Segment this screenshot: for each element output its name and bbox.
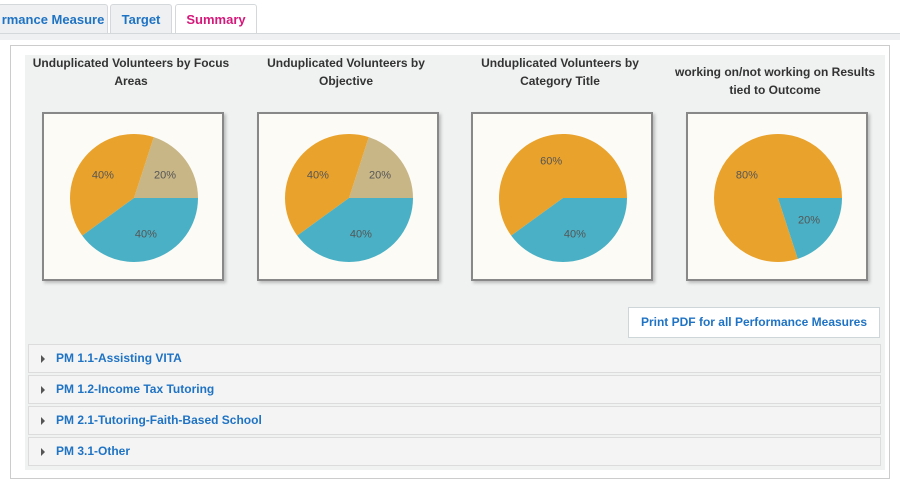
pie-slice — [714, 133, 842, 262]
slice-label: 20% — [369, 169, 391, 181]
pie-slice — [82, 198, 198, 262]
pie-slice — [134, 137, 198, 198]
chart-box: 20% 40% 40% — [42, 112, 224, 281]
section-title: PM 3.1-Other — [56, 444, 131, 458]
chart-title: Unduplicated Volunteers by Objective — [267, 56, 425, 88]
chart-title: Unduplicated Volunteers by Focus Areas — [32, 56, 230, 88]
section-title: PM 1.2-Income Tax Tutoring — [56, 382, 215, 396]
chart-box: 80% 20% — [686, 112, 868, 281]
accordion-row[interactable]: PM 1.1-Assisting VITA — [28, 344, 881, 373]
slice-label: 60% — [540, 155, 562, 167]
section-title: PM 1.1-Assisting VITA — [56, 351, 182, 365]
slice-label: 20% — [798, 214, 820, 226]
slice-label: 40% — [135, 228, 157, 240]
tab[interactable]: Summary — [175, 4, 257, 36]
tab[interactable]: rmance Measure — [0, 4, 108, 34]
pie-chart: 60% 40% — [499, 134, 627, 262]
slice-label: 40% — [564, 228, 586, 240]
chart-box: 20% 40% 40% — [257, 112, 439, 281]
pie-slice — [297, 198, 413, 262]
tab-bar — [0, 33, 900, 40]
expand-arrow — [41, 448, 45, 456]
chart-title: Unduplicated Volunteers by Category Titl… — [481, 56, 639, 88]
slice-label: 40% — [92, 169, 114, 181]
pie-chart: 80% 20% — [714, 133, 842, 262]
slice-label: 40% — [307, 169, 329, 181]
pie-slice — [70, 134, 154, 236]
accordion-row[interactable]: PM 1.2-Income Tax Tutoring — [28, 375, 881, 404]
pie-slice — [511, 198, 627, 262]
pie-chart: 20% 40% 40% — [70, 134, 198, 262]
slice-label: 40% — [350, 228, 372, 240]
chart-box: 60% 40% — [471, 112, 653, 281]
pie-slice — [349, 137, 413, 198]
expand-arrow — [41, 386, 45, 394]
accordion-row[interactable]: PM 2.1-Tutoring-Faith-Based School — [28, 406, 881, 435]
pie-slice — [499, 134, 627, 236]
pie-slice — [285, 134, 369, 236]
slice-label: 20% — [154, 169, 176, 181]
pie-slice — [778, 198, 842, 259]
expand-arrow — [41, 417, 45, 425]
section-title: PM 2.1-Tutoring-Faith-Based School — [56, 413, 262, 427]
accordion-row[interactable]: PM 3.1-Other — [28, 437, 881, 466]
tab[interactable]: Target — [110, 4, 172, 34]
pie-chart: 20% 40% 40% — [285, 134, 413, 262]
expand-arrow — [41, 355, 45, 363]
slice-label: 80% — [736, 169, 758, 181]
print-button[interactable]: Print PDF for all Performance Measures — [628, 307, 880, 338]
chart-title: working on/not working on Results tied t… — [675, 65, 875, 97]
